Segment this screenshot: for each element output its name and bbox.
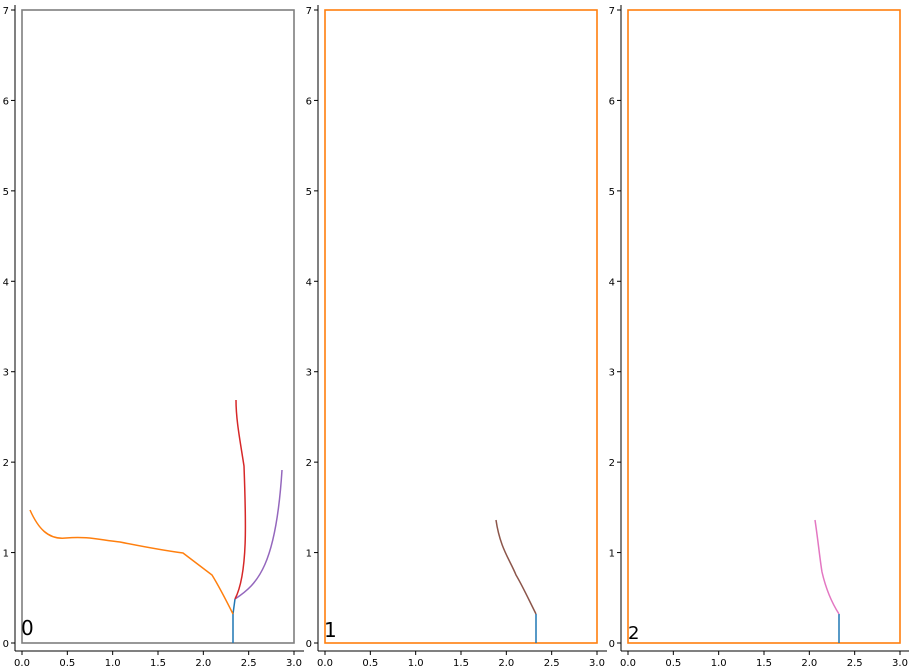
panel-2-frame xyxy=(627,9,901,644)
y-tick-label: 6 xyxy=(3,96,9,107)
x-tick-label: 0.5 xyxy=(59,658,75,669)
x-tick-label: 1.5 xyxy=(453,658,469,669)
x-tick-label: 0.0 xyxy=(317,658,333,669)
y-tick-label: 7 xyxy=(3,6,9,17)
y-tick-label: 1 xyxy=(3,549,9,560)
x-tick-label: 2.5 xyxy=(544,658,560,669)
y-tick-label: 6 xyxy=(609,96,615,107)
y-tick-label: 2 xyxy=(3,458,9,469)
y-tick-label: 3 xyxy=(306,368,312,379)
y-tick-label: 3 xyxy=(609,368,615,379)
panel-1-label: 1 xyxy=(324,618,337,642)
y-tick-label: 4 xyxy=(306,277,312,288)
branch xyxy=(495,519,537,615)
y-tick-label: 0 xyxy=(3,639,9,650)
y-tick-label: 5 xyxy=(3,187,9,198)
y-tick-label: 6 xyxy=(306,96,312,107)
x-tick-label: 0.0 xyxy=(620,658,636,669)
panel-0: 0 0.0 0.5 1.0 1.5 2.0 2.5 3.0 0 1 2 3 4 5 6 7 xyxy=(3,5,304,669)
x-tick-label: 2.0 xyxy=(498,658,514,669)
x-tick-label: 0.5 xyxy=(665,658,681,669)
y-tick-label: 1 xyxy=(609,549,615,560)
x-tick-label: 1.0 xyxy=(711,658,727,669)
branch xyxy=(234,469,283,600)
y-tick-label: 3 xyxy=(3,368,9,379)
x-tick-label: 2.0 xyxy=(801,658,817,669)
x-tick-label: 3.0 xyxy=(286,658,302,669)
branch xyxy=(29,509,234,615)
x-tick-label: 1.5 xyxy=(756,658,772,669)
y-tick-label: 7 xyxy=(609,6,615,17)
y-tick-label: 0 xyxy=(306,639,312,650)
x-tick-label: 1.0 xyxy=(408,658,424,669)
x-tick-label: 3.0 xyxy=(892,658,908,669)
panel-0-label: 0 xyxy=(21,616,34,640)
y-tick-label: 2 xyxy=(306,458,312,469)
y-tick-label: 0 xyxy=(609,639,615,650)
y-tick-label: 2 xyxy=(609,458,615,469)
x-tick-label: 1.0 xyxy=(105,658,121,669)
y-tick-label: 5 xyxy=(306,187,312,198)
branch xyxy=(814,519,840,615)
y-tick-label: 5 xyxy=(609,187,615,198)
x-tick-label: 2.0 xyxy=(195,658,211,669)
panel-2: 2 0.0 0.5 1.0 1.5 2.0 2.5 3.0 0 1 2 3 4 5 6 7 xyxy=(609,5,909,669)
panel-0-frame xyxy=(21,9,295,644)
panel-1: 1 0.0 0.5 1.0 1.5 2.0 2.5 3.0 0 1 2 3 4 5 6 7 xyxy=(306,5,607,669)
branch xyxy=(234,399,247,600)
y-tick-label: 1 xyxy=(306,549,312,560)
x-tick-label: 2.5 xyxy=(847,658,863,669)
x-tick-label: 2.5 xyxy=(241,658,257,669)
panel-2-label: 2 xyxy=(628,623,639,644)
x-tick-label: 0.0 xyxy=(14,658,30,669)
x-tick-label: 0.5 xyxy=(362,658,378,669)
y-tick-label: 4 xyxy=(3,277,9,288)
y-tick-label: 4 xyxy=(609,277,615,288)
panel-1-frame xyxy=(324,9,598,644)
y-tick-label: 7 xyxy=(306,6,312,17)
x-tick-label: 1.5 xyxy=(150,658,166,669)
x-tick-label: 3.0 xyxy=(589,658,605,669)
